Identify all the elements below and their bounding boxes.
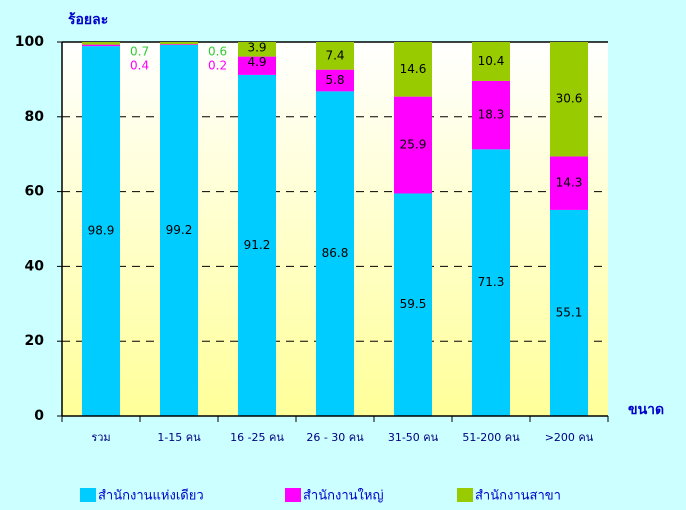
- value-label: 98.9: [88, 224, 115, 238]
- bar-segment: [82, 46, 120, 416]
- x-axis-label: ขนาด: [628, 402, 664, 418]
- x-tick-label: 51-200 คน: [462, 431, 520, 444]
- bar-segment: [472, 80, 510, 150]
- bar-segment: [316, 42, 354, 70]
- value-label: 0.7: [130, 45, 149, 59]
- bar-segment: [238, 42, 276, 57]
- legend-label: สำนักงานสาขา: [475, 489, 561, 504]
- value-label: 4.9: [247, 55, 266, 69]
- value-label: 99.2: [166, 223, 193, 237]
- value-label: 3.9: [247, 41, 266, 55]
- bar-segment: [394, 193, 432, 416]
- y-tick-label: 0: [34, 408, 44, 424]
- y-tick-label: 80: [25, 109, 45, 125]
- bar-segment: [238, 56, 276, 75]
- value-label: 10.4: [478, 54, 505, 68]
- value-label: 55.1: [556, 305, 583, 319]
- legend-label: สำนักงานใหญ่: [303, 488, 384, 504]
- bar-segment: [160, 44, 198, 45]
- x-tick-label: >200 คน: [545, 431, 594, 444]
- value-label: 18.3: [478, 108, 505, 122]
- y-axis-label: ร้อยละ: [68, 12, 108, 28]
- value-label: 71.3: [478, 275, 505, 289]
- bar-segment: [394, 42, 432, 97]
- value-label: 25.9: [400, 138, 427, 152]
- x-tick-label: 26 - 30 คน: [306, 431, 364, 444]
- x-tick-label: 1-15 คน: [157, 431, 201, 444]
- value-label: 59.5: [400, 297, 427, 311]
- value-label: 14.3: [556, 176, 583, 190]
- bar-segment: [238, 74, 276, 417]
- x-tick-label: 31-50 คน: [388, 431, 439, 444]
- bar-segment: [160, 44, 198, 416]
- value-label: 86.8: [322, 246, 349, 260]
- legend-label: สำนักงานแห่งเดียว: [98, 488, 204, 504]
- value-label: 0.2: [208, 59, 227, 73]
- value-label: 91.2: [244, 238, 271, 252]
- x-tick-label: 16 -25 คน: [230, 431, 284, 444]
- legend-swatch: [285, 488, 301, 502]
- bar-segment: [82, 42, 120, 45]
- value-label: 30.6: [556, 92, 583, 106]
- bar-segment: [316, 69, 354, 92]
- legend-swatch: [80, 488, 96, 502]
- value-label: 5.8: [325, 73, 344, 87]
- y-tick-label: 100: [15, 34, 44, 50]
- bar-segment: [550, 42, 588, 157]
- value-label: 0.4: [130, 59, 149, 73]
- bar-segment: [472, 42, 510, 81]
- y-tick-label: 60: [25, 184, 45, 200]
- bar-segment: [472, 149, 510, 416]
- bar-segment: [550, 209, 588, 416]
- y-tick-label: 40: [25, 258, 45, 274]
- bar-segment: [160, 42, 198, 45]
- bar-segment: [550, 156, 588, 210]
- bar-segment: [394, 96, 432, 194]
- legend-swatch: [457, 488, 473, 502]
- bar-segment: [316, 91, 354, 417]
- x-tick-label: รวม: [91, 431, 110, 444]
- y-tick-label: 20: [25, 333, 45, 349]
- bar-segment: [82, 44, 120, 47]
- value-label: 0.6: [208, 45, 227, 59]
- value-label: 14.6: [400, 62, 427, 76]
- value-label: 7.4: [325, 48, 344, 62]
